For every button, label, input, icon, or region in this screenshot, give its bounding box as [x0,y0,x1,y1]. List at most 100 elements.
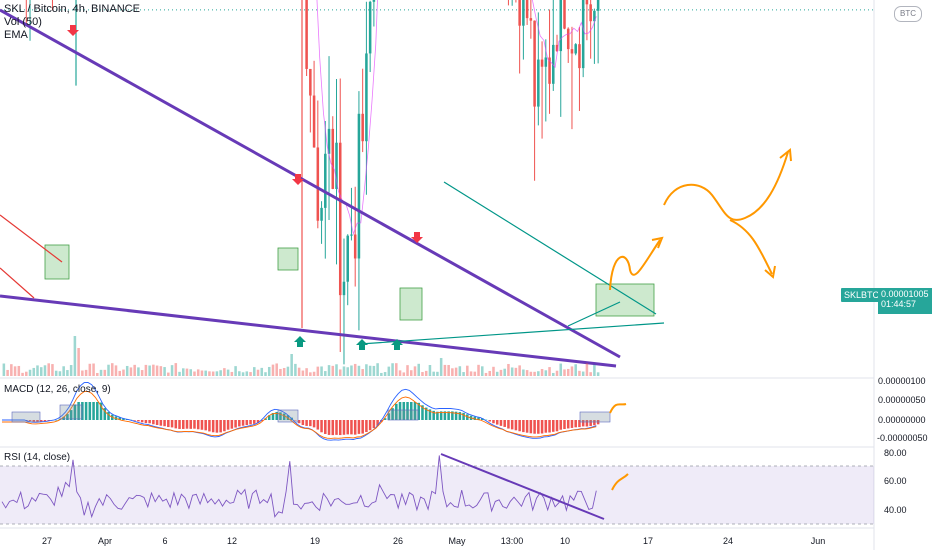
macd-histogram-bar [54,419,58,421]
candle-body [335,142,338,189]
macd-histogram-bar [350,420,353,435]
volume-bar [510,367,514,376]
volume-bar [473,371,477,376]
macd-histogram-bar [103,408,107,420]
macd-histogram-bar [331,420,335,436]
macd-histogram-bar [413,402,417,420]
macd-histogram-bar [32,420,36,422]
macd-histogram-bar [518,420,521,432]
volume-bar [267,366,271,376]
macd-histogram-bar [555,420,559,432]
down-arrow-icon [292,174,304,185]
volume-bar [346,367,349,376]
candle-body [552,44,555,84]
macd-histogram-bar [361,420,364,434]
volume-bar [312,371,316,376]
volume-bar [253,367,256,376]
macd-histogram-bar [492,420,495,424]
volume-bar [170,365,174,376]
macd-histogram-bar [346,420,349,435]
volume-bar [286,366,290,376]
macd-histogram-bar [540,420,544,434]
volume-indicator-label[interactable]: Vol (50) [4,16,42,28]
macd-histogram-bar [473,416,477,420]
macd-histogram-bar [193,420,196,429]
macd-histogram-bar [88,402,92,420]
volume-bar [596,372,600,376]
volume-bar [211,371,215,376]
volume-bar [174,363,178,376]
macd-histogram-bar [593,420,596,426]
volume-bar [316,366,320,376]
candle-body [533,20,536,107]
volume-bar [338,369,342,376]
macd-histogram-bar [353,420,357,435]
volume-bar [368,365,372,376]
volume-bar [234,366,237,376]
candle-body [559,0,563,52]
macd-histogram-bar [241,420,245,426]
candle-body [331,128,335,189]
volume-bar [39,367,43,376]
chart-title[interactable]: SKL / Bitcoin, 4h, BINANCE [4,3,140,15]
volume-bar [305,368,308,376]
macd-histogram-bar [454,411,458,420]
rsi-tick-label: 60.00 [884,476,907,486]
volume-bar [107,364,110,376]
macd-histogram-bar [507,420,510,429]
volume-bar [350,365,353,376]
accumulation-box [44,244,70,280]
projection-path [609,239,661,291]
volume-bar [409,370,413,376]
rsi-label[interactable]: RSI (14, close) [4,452,71,463]
macd-label[interactable]: MACD (12, 26, close, 9) [4,384,111,395]
macd-histogram-bar [47,420,50,421]
candle-body [537,59,540,107]
macd-histogram-bar [230,420,234,429]
volume-bar [13,366,17,376]
volume-bar [376,363,379,376]
ema-indicator-label[interactable]: EMA [4,29,28,41]
macd-histogram-bar [144,420,148,424]
volume-bar [507,363,510,376]
macd-histogram-bar [439,411,443,420]
projection-arrowhead [764,265,776,279]
volume-bar [264,372,267,376]
volume-bar [417,363,420,376]
volume-bar [469,371,473,376]
macd-histogram-bar [305,420,308,426]
macd-histogram-bar [581,420,585,427]
volume-bar [413,366,417,376]
volume-bar [406,365,409,376]
macd-histogram-bar [398,402,402,420]
volume-bar [495,371,499,376]
projection-arrowhead [779,148,792,162]
time-tick-label: Jun [811,536,826,546]
macd-histogram-bar [357,420,361,434]
macd-histogram-bar [589,420,592,426]
currency-badge[interactable]: BTC [894,6,922,22]
volume-bar [62,366,65,376]
up-arrow-icon [391,339,403,350]
ema-line-fast [316,0,597,236]
volume-bar [21,372,24,376]
macd-histogram-bar [69,410,73,420]
macd-histogram-bar [566,420,570,429]
macd-histogram-bar [249,420,252,425]
volume-bar [593,364,596,376]
macd-histogram-bar [316,420,320,430]
volume-bar [518,365,521,376]
volume-bar [51,364,54,376]
macd-histogram-bar [182,420,185,429]
candle-body [316,147,320,221]
volume-bar [563,369,566,376]
volume-bar [294,363,297,376]
macd-histogram-bar [387,413,391,420]
volume-bar [36,365,39,376]
candle-body [309,68,312,96]
macd-highlight-box [11,411,41,423]
volume-bar [43,365,47,376]
macd-histogram-bar [376,420,379,426]
time-tick-label: 12 [227,536,237,546]
